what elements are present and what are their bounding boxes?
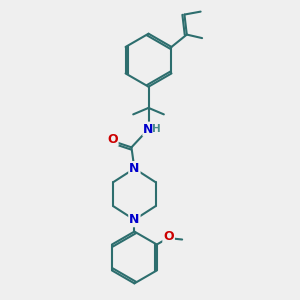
Text: N: N <box>129 162 140 175</box>
Text: H: H <box>152 124 161 134</box>
Text: O: O <box>107 133 118 146</box>
Text: N: N <box>129 213 140 226</box>
Text: N: N <box>143 123 154 136</box>
Text: O: O <box>163 230 174 243</box>
